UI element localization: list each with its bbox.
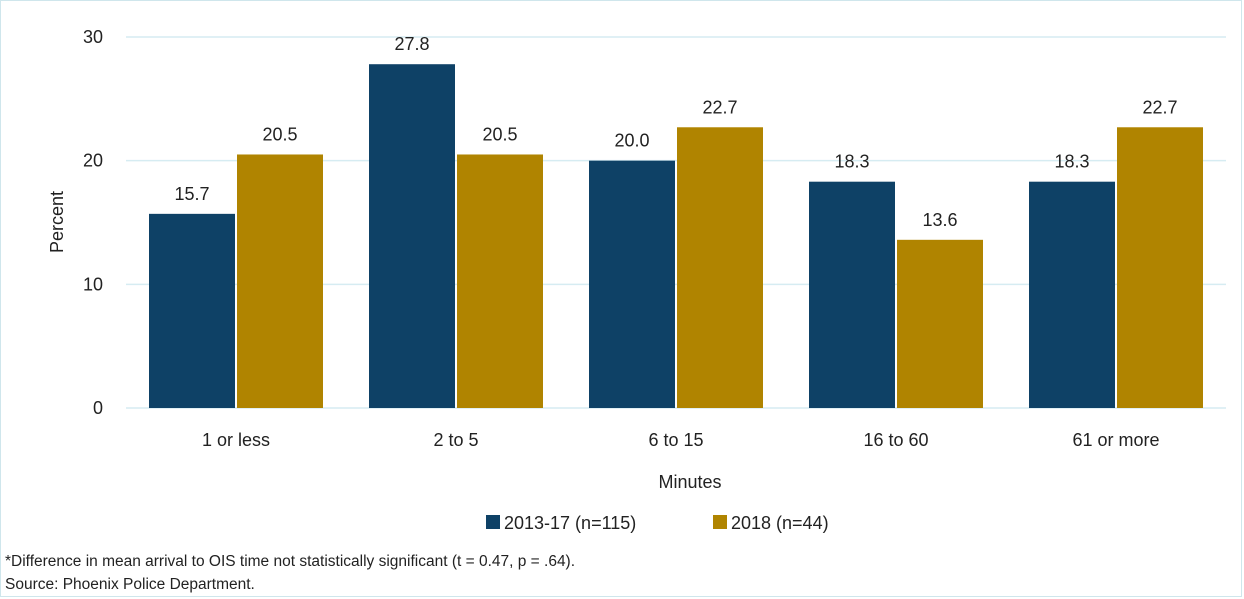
legend-label: 2013-17 (n=115) xyxy=(504,513,636,533)
data-label: 27.8 xyxy=(394,34,429,54)
bar xyxy=(897,239,983,408)
legend-swatch xyxy=(713,515,727,529)
bar-chart: 0 10 20 30 15.7 20.5 1 or less 27.8 20.5 2 to 5 20… xyxy=(47,27,1226,533)
y-tick-label: 10 xyxy=(83,274,103,294)
x-tick-label: 2 to 5 xyxy=(433,430,478,450)
data-label: 22.7 xyxy=(1142,97,1177,117)
bar xyxy=(457,154,543,408)
x-tick-label: 16 to 60 xyxy=(863,430,928,450)
data-label: 20.5 xyxy=(482,124,517,144)
bar xyxy=(809,181,895,408)
y-axis-title: Percent xyxy=(47,191,67,253)
x-tick-label: 1 or less xyxy=(202,430,270,450)
data-label: 18.3 xyxy=(1054,152,1089,172)
bar xyxy=(677,127,763,408)
data-label: 13.6 xyxy=(922,210,957,230)
bar xyxy=(1117,127,1203,408)
data-label: 20.5 xyxy=(262,124,297,144)
bar xyxy=(149,213,235,408)
bar xyxy=(1029,181,1115,408)
source-note: Source: Phoenix Police Department. xyxy=(5,576,255,593)
data-label: 20.0 xyxy=(614,131,649,151)
bar xyxy=(369,64,455,408)
y-tick-label: 30 xyxy=(83,27,103,47)
y-tick-label: 20 xyxy=(83,151,103,171)
data-label: 15.7 xyxy=(174,184,209,204)
x-tick-label: 6 to 15 xyxy=(648,430,703,450)
footnote: *Difference in mean arrival to OIS time … xyxy=(5,553,576,570)
legend-swatch xyxy=(486,515,500,529)
bar xyxy=(589,160,675,408)
bar xyxy=(237,154,323,408)
y-tick-label: 0 xyxy=(93,398,103,418)
x-tick-label: 61 or more xyxy=(1072,430,1159,450)
data-label: 18.3 xyxy=(834,152,869,172)
data-label: 22.7 xyxy=(702,97,737,117)
legend-label: 2018 (n=44) xyxy=(731,513,829,533)
x-axis-title: Minutes xyxy=(658,472,721,492)
